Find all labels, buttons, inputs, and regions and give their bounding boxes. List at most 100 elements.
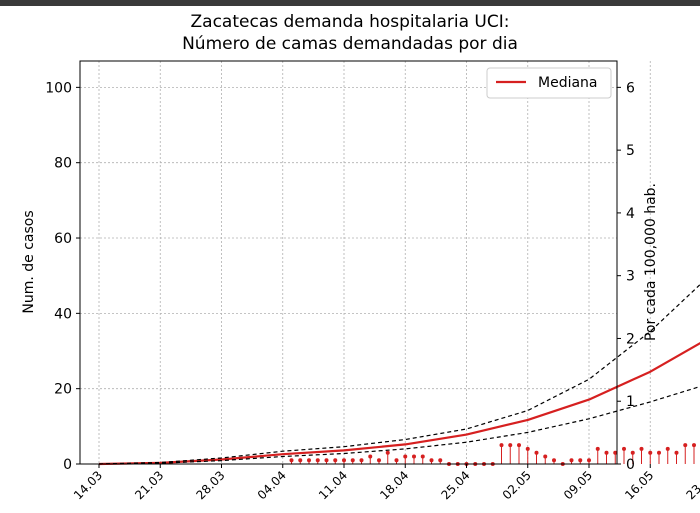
observed-point — [613, 450, 618, 464]
observed-marker — [630, 450, 635, 455]
observed-point — [298, 458, 303, 464]
observed-marker — [333, 458, 338, 463]
observed-marker — [438, 458, 443, 463]
grid-lines — [80, 61, 651, 465]
observed-marker — [534, 450, 539, 455]
chart-title-line1: Zacatecas demanda hospitalaria UCI: — [190, 12, 510, 32]
observed-marker — [648, 450, 653, 455]
y-right-tick-label: 1 — [626, 394, 635, 410]
observed-marker — [307, 458, 311, 463]
observed-point — [438, 458, 443, 464]
observed-marker — [622, 446, 626, 451]
series-bound-line-2 — [98, 385, 700, 465]
y-tick-label: 0 — [63, 457, 72, 473]
observed-marker — [499, 443, 504, 448]
observed-marker — [315, 458, 320, 463]
legend-label-mediana: Mediana — [538, 75, 598, 91]
observed-marker — [552, 458, 556, 463]
observed-point — [368, 454, 373, 464]
series-line-mediana — [98, 342, 700, 466]
observed-marker — [517, 443, 521, 448]
observed-point — [578, 458, 583, 464]
observed-point — [648, 450, 653, 464]
y-tick-label: 40 — [54, 306, 72, 322]
observed-point — [587, 458, 591, 464]
y-axis-right: 0 1 2 3 4 5 6 — [617, 80, 635, 473]
x-axis: 14.03 21.03 28.03 04.04 11.04 18.04 25.04 02.05… — [71, 464, 700, 502]
observed-point — [543, 454, 548, 464]
observed-point — [324, 458, 329, 464]
observed-point — [595, 446, 600, 464]
observed-marker — [587, 458, 591, 463]
observed-point — [385, 450, 390, 464]
y-right-tick-label: 3 — [626, 269, 635, 285]
observed-point — [517, 443, 521, 464]
observed-marker — [543, 454, 548, 459]
observed-point — [674, 450, 679, 464]
observed-point — [692, 443, 696, 464]
plot-frame — [79, 60, 618, 465]
x-tick-label: 04.04 — [255, 468, 289, 502]
y-tick-label: 20 — [54, 382, 72, 398]
x-tick-label: 21.03 — [132, 468, 166, 502]
observed-point — [552, 458, 556, 464]
observed-marker — [350, 458, 355, 463]
observed-point — [569, 458, 574, 464]
observed-point — [420, 454, 425, 464]
observed-marker — [298, 458, 303, 463]
observed-marker — [403, 454, 408, 459]
observed-marker — [665, 446, 670, 451]
observed-marker — [604, 450, 609, 455]
observed-point — [622, 446, 626, 464]
observed-marker — [394, 458, 399, 463]
observed-marker — [385, 450, 390, 455]
observed-point — [508, 443, 513, 464]
window-top-bar — [0, 0, 700, 6]
observed-point — [630, 450, 635, 464]
observed-marker — [657, 450, 661, 455]
observed-point — [657, 450, 661, 464]
x-tick-label: 18.04 — [377, 468, 411, 502]
observed-marker — [324, 458, 329, 463]
y-axis-label-right: Por cada 100,000 hab. — [643, 183, 659, 341]
observed-point — [377, 458, 381, 464]
y-right-tick-label: 2 — [626, 331, 635, 347]
observed-point — [683, 443, 688, 464]
observed-marker — [368, 454, 373, 459]
y-tick-label: 80 — [54, 156, 72, 172]
y-right-tick-label: 5 — [626, 143, 635, 159]
observed-point — [525, 446, 530, 464]
observed-marker — [359, 458, 364, 463]
y-tick-label: 60 — [54, 231, 72, 247]
legend-box — [486, 67, 612, 99]
observed-marker — [429, 458, 434, 463]
observed-point — [429, 458, 434, 464]
observed-point — [350, 458, 355, 464]
observed-stems — [289, 443, 696, 466]
observed-point — [307, 458, 311, 464]
y-tick-label: 100 — [45, 80, 72, 96]
x-tick-label: 02.05 — [500, 468, 534, 502]
observed-marker — [578, 458, 583, 463]
y-axis-label: Num. de casos — [21, 210, 37, 313]
x-tick-label: 25.04 — [438, 468, 472, 502]
observed-point — [359, 458, 364, 464]
observed-point — [394, 458, 399, 464]
x-tick-label: 23.05 — [683, 468, 700, 502]
observed-point — [639, 446, 644, 464]
y-right-tick-label: 0 — [626, 457, 635, 473]
legend: Mediana — [486, 67, 612, 99]
observed-marker — [420, 454, 425, 459]
observed-marker — [412, 454, 416, 459]
observed-point — [412, 454, 416, 464]
observed-point — [342, 458, 346, 464]
observed-marker — [639, 446, 644, 451]
observed-marker — [692, 443, 696, 448]
observed-point — [604, 450, 609, 464]
y-right-tick-label: 6 — [626, 80, 635, 96]
observed-point — [665, 446, 670, 464]
x-tick-label: 28.03 — [193, 468, 227, 502]
observed-marker — [674, 450, 679, 455]
observed-marker — [377, 458, 381, 463]
series-bound-line-1 — [98, 283, 700, 465]
